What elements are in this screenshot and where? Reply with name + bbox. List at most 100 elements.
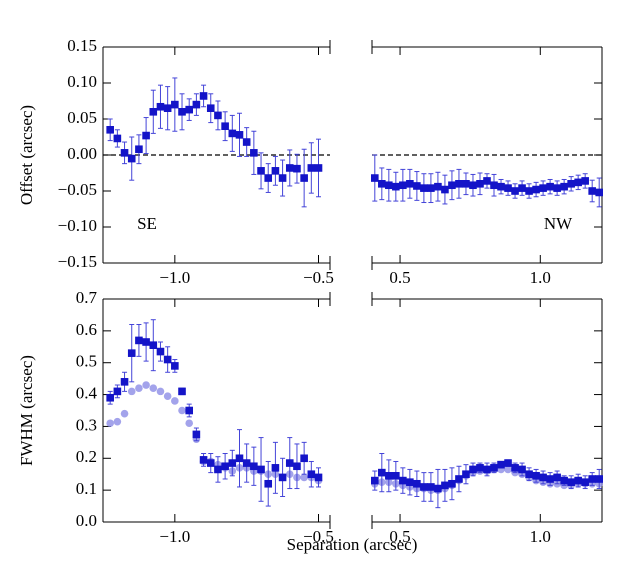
- marker: [192, 100, 201, 109]
- marker: [163, 104, 172, 112]
- marker: [546, 182, 554, 191]
- marker: [581, 177, 589, 185]
- y-tick-label: 0.15: [67, 36, 97, 55]
- y-tick-label: 0.00: [67, 144, 97, 163]
- marker: [235, 454, 244, 463]
- marker: [546, 475, 554, 483]
- marker: [127, 154, 136, 163]
- marker: [278, 473, 287, 482]
- marker: [206, 459, 215, 467]
- marker: [307, 470, 316, 479]
- marker: [199, 92, 208, 100]
- marker: [192, 430, 201, 439]
- x-tick-label: 0.5: [389, 268, 410, 287]
- marker: [469, 181, 477, 190]
- marker: [106, 126, 114, 134]
- marker: [314, 473, 323, 482]
- marker: [455, 180, 463, 188]
- marker: [399, 476, 407, 485]
- marker: [300, 473, 308, 482]
- marker: [113, 387, 122, 396]
- marker: [448, 479, 456, 488]
- marker: [142, 338, 150, 346]
- marker: [149, 384, 158, 393]
- marker: [385, 181, 393, 190]
- marker: [399, 181, 407, 190]
- y-tick-label: 0.4: [76, 383, 98, 402]
- marker: [441, 185, 449, 194]
- marker: [221, 122, 229, 130]
- marker: [142, 131, 150, 140]
- marker: [462, 470, 470, 479]
- marker: [567, 478, 575, 486]
- marker: [574, 476, 582, 485]
- marker: [156, 387, 165, 396]
- marker: [156, 102, 165, 111]
- marker: [490, 181, 498, 190]
- marker: [221, 462, 229, 471]
- marker: [392, 182, 400, 191]
- marker: [178, 387, 186, 396]
- marker: [127, 349, 136, 357]
- marker: [171, 362, 179, 370]
- marker: [178, 406, 186, 415]
- marker: [518, 184, 526, 192]
- y-tick-label: 0.2: [76, 447, 97, 466]
- marker: [420, 483, 428, 491]
- marker: [228, 129, 237, 138]
- marker: [567, 180, 575, 188]
- marker: [378, 180, 386, 188]
- marker: [106, 393, 114, 402]
- marker: [285, 459, 294, 467]
- marker: [511, 464, 519, 472]
- marker: [595, 188, 603, 197]
- marker: [185, 105, 194, 114]
- marker: [490, 464, 498, 472]
- marker: [242, 138, 251, 146]
- marker: [504, 459, 512, 467]
- marker: [120, 149, 129, 157]
- marker: [371, 174, 379, 182]
- marker: [293, 164, 301, 173]
- marker: [106, 419, 114, 428]
- marker: [307, 164, 316, 172]
- marker: [300, 174, 308, 182]
- marker: [462, 180, 470, 188]
- marker: [511, 187, 519, 195]
- marker: [242, 459, 251, 467]
- y-tick-label: 0.7: [76, 288, 98, 307]
- marker: [156, 347, 165, 356]
- marker: [264, 174, 273, 182]
- marker: [483, 177, 491, 185]
- x-tick-label: −0.5: [303, 268, 334, 287]
- marker: [149, 341, 158, 349]
- marker: [518, 465, 526, 474]
- marker: [476, 180, 484, 188]
- x-axis-label: Separation (arcsec): [287, 535, 418, 554]
- marker: [525, 470, 533, 479]
- marker: [581, 478, 589, 486]
- y-tick-label: 0.6: [76, 320, 97, 339]
- marker: [420, 184, 428, 192]
- marker: [314, 164, 323, 172]
- marker: [185, 419, 194, 428]
- marker: [469, 465, 477, 474]
- y-tick-label: 0.1: [76, 479, 97, 498]
- marker: [271, 167, 280, 175]
- marker: [228, 459, 237, 467]
- marker: [135, 336, 143, 345]
- y-tick-label: −0.15: [58, 252, 97, 271]
- marker: [504, 465, 512, 474]
- marker: [406, 180, 414, 188]
- marker: [185, 406, 194, 415]
- marker: [257, 167, 265, 175]
- y-tick-label: 0.3: [76, 415, 97, 434]
- marker: [171, 100, 179, 109]
- marker: [532, 472, 540, 480]
- marker: [413, 479, 421, 488]
- marker: [214, 465, 222, 474]
- marker: [300, 454, 308, 463]
- marker: [127, 387, 136, 396]
- marker: [539, 473, 547, 482]
